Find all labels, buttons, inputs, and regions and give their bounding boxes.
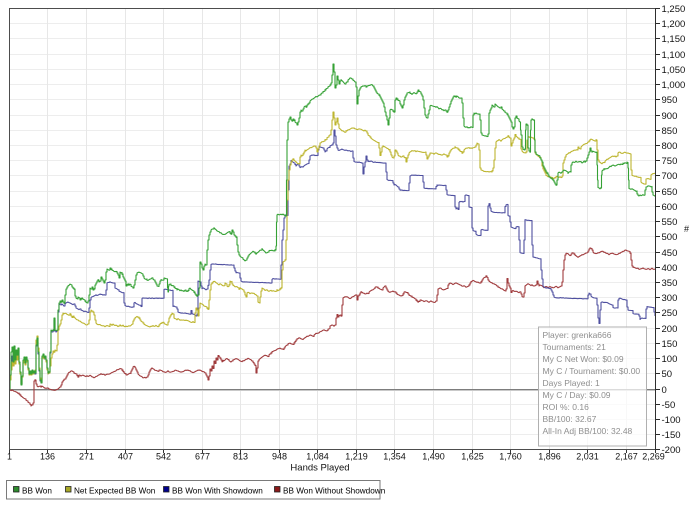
svg-text:542: 542 bbox=[156, 452, 171, 462]
svg-text:950: 950 bbox=[662, 95, 678, 106]
svg-text:200: 200 bbox=[662, 324, 678, 335]
svg-text:948: 948 bbox=[272, 452, 287, 462]
svg-text:BB/100: 32.67: BB/100: 32.67 bbox=[543, 414, 597, 424]
svg-text:-150: -150 bbox=[662, 430, 681, 441]
svg-text:-50: -50 bbox=[662, 400, 676, 411]
svg-text:1,896: 1,896 bbox=[538, 452, 561, 462]
svg-text:650: 650 bbox=[662, 187, 678, 198]
svg-text:1,150: 1,150 bbox=[662, 34, 686, 45]
svg-text:2,269: 2,269 bbox=[642, 452, 665, 462]
svg-text:My C Net Won: $0.09: My C Net Won: $0.09 bbox=[543, 354, 624, 364]
svg-text:1,200: 1,200 bbox=[662, 19, 686, 30]
svg-text:550: 550 bbox=[662, 217, 678, 228]
svg-text:50: 50 bbox=[662, 369, 673, 380]
svg-text:1,625: 1,625 bbox=[461, 452, 484, 462]
svg-text:Days Played: 1: Days Played: 1 bbox=[543, 378, 600, 388]
svg-text:#: # bbox=[684, 224, 689, 234]
svg-text:500: 500 bbox=[662, 232, 678, 243]
svg-text:407: 407 bbox=[118, 452, 133, 462]
svg-text:-200: -200 bbox=[662, 445, 681, 456]
svg-text:100: 100 bbox=[662, 354, 678, 365]
svg-text:700: 700 bbox=[662, 171, 678, 182]
svg-text:677: 677 bbox=[195, 452, 210, 462]
svg-text:150: 150 bbox=[662, 339, 678, 350]
svg-text:Tournaments: 21: Tournaments: 21 bbox=[543, 342, 607, 352]
svg-text:Hands Played: Hands Played bbox=[290, 463, 349, 474]
svg-text:ROI %: 0.16: ROI %: 0.16 bbox=[543, 402, 590, 412]
svg-text:1,490: 1,490 bbox=[422, 452, 445, 462]
svg-text:750: 750 bbox=[662, 156, 678, 167]
svg-text:800: 800 bbox=[662, 141, 678, 152]
svg-text:1,084: 1,084 bbox=[306, 452, 329, 462]
svg-text:136: 136 bbox=[40, 452, 55, 462]
svg-text:All-In Adj BB/100: 32.48: All-In Adj BB/100: 32.48 bbox=[543, 426, 633, 436]
svg-text:1,760: 1,760 bbox=[499, 452, 522, 462]
svg-text:900: 900 bbox=[662, 111, 678, 122]
svg-text:400: 400 bbox=[662, 263, 678, 274]
svg-text:My C / Day: $0.09: My C / Day: $0.09 bbox=[543, 390, 611, 400]
svg-text:2,031: 2,031 bbox=[576, 452, 599, 462]
svg-text:1,000: 1,000 bbox=[662, 80, 686, 91]
svg-text:2,167: 2,167 bbox=[615, 452, 638, 462]
svg-text:350: 350 bbox=[662, 278, 678, 289]
svg-text:813: 813 bbox=[233, 452, 248, 462]
svg-text:1: 1 bbox=[7, 452, 12, 462]
svg-text:0: 0 bbox=[662, 385, 667, 396]
svg-text:BB Won Without Showdown: BB Won Without Showdown bbox=[283, 487, 386, 496]
svg-text:250: 250 bbox=[662, 308, 678, 319]
svg-text:1,354: 1,354 bbox=[383, 452, 406, 462]
svg-text:850: 850 bbox=[662, 126, 678, 137]
svg-text:300: 300 bbox=[662, 293, 678, 304]
svg-text:BB Won: BB Won bbox=[22, 487, 52, 496]
svg-text:600: 600 bbox=[662, 202, 678, 213]
svg-text:1,100: 1,100 bbox=[662, 50, 686, 61]
svg-text:BB Won With Showdown: BB Won With Showdown bbox=[172, 487, 263, 496]
svg-text:My C / Tournament: $0.00: My C / Tournament: $0.00 bbox=[543, 366, 641, 376]
svg-text:Player: grenka666: Player: grenka666 bbox=[543, 330, 612, 340]
svg-text:1,219: 1,219 bbox=[345, 452, 368, 462]
svg-text:1,050: 1,050 bbox=[662, 65, 686, 76]
svg-text:1,250: 1,250 bbox=[662, 4, 686, 15]
svg-text:450: 450 bbox=[662, 248, 678, 259]
svg-text:-100: -100 bbox=[662, 415, 681, 426]
svg-text:Net Expected BB Won: Net Expected BB Won bbox=[74, 487, 156, 496]
svg-text:271: 271 bbox=[79, 452, 94, 462]
